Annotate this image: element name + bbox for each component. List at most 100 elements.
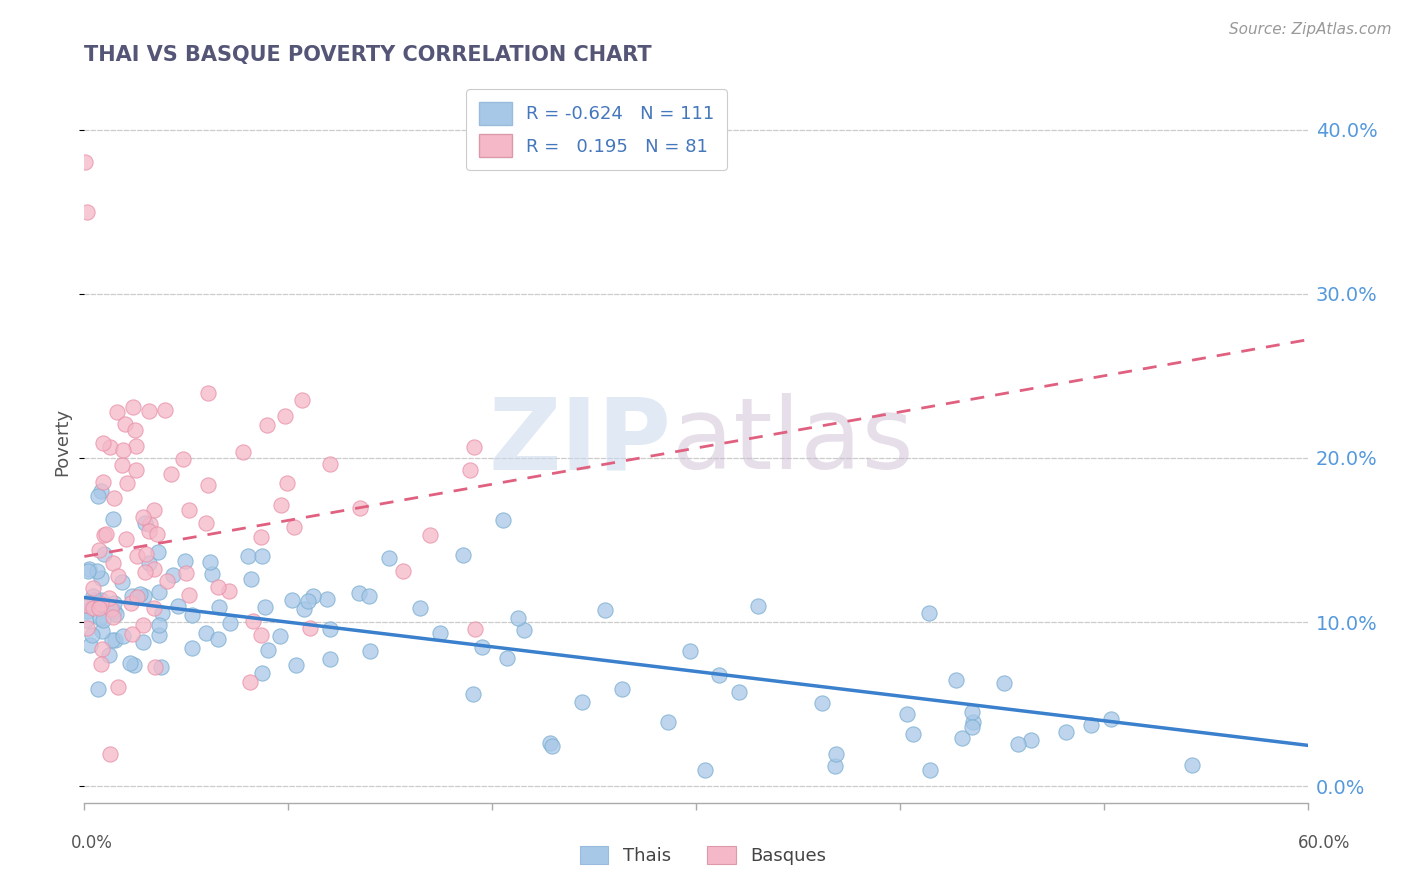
Point xyxy=(142,503,165,517)
Point xyxy=(93,528,115,542)
Point xyxy=(270,498,292,512)
Point xyxy=(82,601,104,615)
Point xyxy=(896,706,918,721)
Point xyxy=(302,589,325,603)
Point xyxy=(80,628,103,642)
Point xyxy=(150,607,173,621)
Point xyxy=(918,606,941,620)
Point xyxy=(179,503,201,517)
Point xyxy=(134,566,156,580)
Point xyxy=(79,638,101,652)
Point xyxy=(194,516,217,531)
Point xyxy=(90,657,112,672)
Point xyxy=(181,640,204,655)
Point xyxy=(89,600,111,615)
Point xyxy=(75,613,97,627)
Point xyxy=(134,516,156,530)
Point xyxy=(146,545,169,559)
Point xyxy=(148,617,170,632)
Point xyxy=(463,440,485,454)
Point xyxy=(281,593,304,607)
Text: ZIP: ZIP xyxy=(489,393,672,490)
Point xyxy=(160,467,183,482)
Point xyxy=(249,530,271,544)
Point xyxy=(101,632,124,647)
Point xyxy=(461,687,484,701)
Point xyxy=(90,597,112,611)
Point xyxy=(107,680,129,694)
Text: atlas: atlas xyxy=(672,393,912,490)
Point xyxy=(143,659,166,673)
Point xyxy=(693,763,716,777)
Text: 60.0%: 60.0% xyxy=(1298,834,1351,852)
Point xyxy=(138,524,160,539)
Point xyxy=(197,478,219,492)
Point xyxy=(1080,718,1102,732)
Point xyxy=(103,596,125,610)
Point xyxy=(993,675,1015,690)
Point xyxy=(90,593,112,607)
Point xyxy=(138,516,160,531)
Legend: R = -0.624   N = 111, R =   0.195   N = 81: R = -0.624 N = 111, R = 0.195 N = 81 xyxy=(467,89,727,170)
Point xyxy=(825,747,848,762)
Point xyxy=(291,392,314,407)
Point xyxy=(950,731,973,745)
Point xyxy=(125,549,148,563)
Point xyxy=(156,574,179,589)
Point xyxy=(153,403,176,417)
Point xyxy=(143,562,166,576)
Point xyxy=(145,527,167,541)
Text: THAI VS BASQUE POVERTY CORRELATION CHART: THAI VS BASQUE POVERTY CORRELATION CHART xyxy=(84,45,652,65)
Point xyxy=(120,656,142,670)
Point xyxy=(129,587,152,601)
Point xyxy=(134,589,156,603)
Point xyxy=(962,715,984,730)
Point xyxy=(172,452,194,467)
Point xyxy=(219,615,242,630)
Point xyxy=(506,611,529,625)
Point xyxy=(91,436,114,450)
Point xyxy=(132,635,155,649)
Point xyxy=(257,643,280,657)
Point xyxy=(86,564,108,578)
Point xyxy=(195,626,218,640)
Point xyxy=(148,585,170,599)
Point xyxy=(77,562,100,576)
Point xyxy=(122,400,145,414)
Point xyxy=(359,644,381,658)
Point xyxy=(149,660,172,674)
Point xyxy=(91,475,114,489)
Point xyxy=(101,512,124,526)
Point xyxy=(276,475,298,490)
Point xyxy=(77,596,100,610)
Point xyxy=(208,599,231,614)
Point xyxy=(107,405,129,419)
Point xyxy=(207,632,229,646)
Point xyxy=(319,622,342,636)
Point xyxy=(76,621,98,635)
Text: 0.0%: 0.0% xyxy=(70,834,112,852)
Point xyxy=(1054,724,1077,739)
Point xyxy=(82,581,104,595)
Point xyxy=(392,565,415,579)
Point xyxy=(100,602,122,616)
Point xyxy=(429,626,451,640)
Point xyxy=(179,589,201,603)
Point xyxy=(201,566,224,581)
Point xyxy=(138,557,160,571)
Point xyxy=(82,589,104,603)
Point xyxy=(87,681,110,696)
Y-axis label: Poverty: Poverty xyxy=(53,408,72,475)
Point xyxy=(269,629,291,643)
Point xyxy=(593,602,616,616)
Point xyxy=(458,463,481,477)
Point xyxy=(945,673,967,687)
Point xyxy=(218,584,240,599)
Point xyxy=(110,575,132,590)
Point xyxy=(538,736,561,750)
Point xyxy=(728,685,751,699)
Point xyxy=(90,571,112,585)
Point xyxy=(299,621,322,635)
Point xyxy=(132,509,155,524)
Point xyxy=(111,443,134,458)
